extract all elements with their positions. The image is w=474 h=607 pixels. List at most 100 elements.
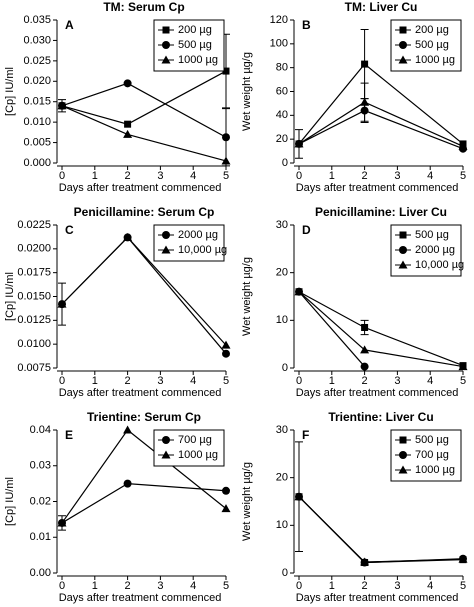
y-tick-label: 0.0125 [17, 314, 51, 326]
legend-marker [162, 26, 170, 34]
data-point [221, 156, 231, 165]
x-tick-label: 1 [92, 375, 98, 387]
data-point [360, 97, 370, 106]
legend-box [153, 224, 225, 262]
series-line [298, 291, 366, 367]
legend-marker [161, 245, 171, 254]
data-point [294, 287, 304, 296]
series-line [298, 291, 464, 367]
legend-marker [398, 260, 408, 269]
legend-marker [161, 450, 171, 459]
y-tick-label: 20 [276, 133, 288, 145]
x-tick-label: 1 [92, 580, 98, 592]
legend-marker [399, 451, 407, 459]
data-point [361, 60, 369, 68]
x-tick-label: 1 [329, 375, 335, 387]
legend-label: 500 µg [178, 39, 212, 51]
y-tick-label: 20 [276, 267, 288, 279]
panel-label: B [302, 18, 311, 32]
y-tick-label: 0.025 [23, 55, 51, 67]
x-tick-label: 1 [329, 170, 335, 182]
x-axis-label: Days after treatment commenced [59, 387, 222, 399]
chart-title: Penicillamine: Serum Cp [74, 205, 215, 219]
x-axis-label: Days after treatment commenced [296, 592, 459, 604]
y-tick-label: 60 [276, 85, 288, 97]
panel-label: F [302, 428, 309, 442]
legend-marker [399, 246, 407, 254]
data-point [57, 518, 67, 527]
data-point [458, 141, 468, 150]
x-tick-label: 4 [427, 580, 433, 592]
chart-title: Penicillamine: Liver Cu [315, 205, 447, 219]
data-point [57, 299, 67, 308]
panel-label: E [65, 428, 73, 442]
y-tick-label: 120 [270, 14, 288, 26]
panel-label: C [65, 223, 74, 237]
chart-title: TM: Serum Cp [103, 0, 184, 14]
x-tick-label: 3 [394, 170, 400, 182]
data-point [222, 486, 230, 495]
data-point [222, 133, 230, 142]
chart-title: TM: Liver Cu [345, 0, 418, 14]
x-axis-label: Days after treatment commenced [296, 387, 459, 399]
x-tick-label: 0 [296, 580, 302, 592]
y-tick-label: 0.000 [23, 157, 51, 169]
legend-label: 500 µg [415, 434, 449, 446]
y-tick-label: 0 [282, 157, 288, 169]
x-tick-label: 2 [362, 580, 368, 592]
data-point [123, 425, 133, 434]
y-tick-label: 0.015 [23, 96, 51, 108]
legend-label: 500 µg [415, 39, 449, 51]
x-tick-label: 0 [296, 170, 302, 182]
y-tick-label: 0.0150 [17, 290, 51, 302]
y-axis-label: [Cp] IU/ml [4, 477, 16, 526]
x-tick-label: 2 [125, 580, 131, 592]
y-tick-label: 0 [282, 362, 288, 374]
y-tick-label: 0.0175 [17, 267, 51, 279]
x-axis-label: Days after treatment commenced [59, 182, 222, 194]
y-tick-label: 30 [276, 219, 288, 231]
legend-marker [162, 231, 170, 239]
y-tick-label: 0.00 [30, 567, 51, 579]
data-point [221, 504, 231, 513]
x-tick-label: 1 [329, 580, 335, 592]
x-tick-label: 5 [460, 170, 466, 182]
x-tick-label: 2 [362, 375, 368, 387]
y-tick-label: 0 [282, 567, 288, 579]
legend-label: 2000 µg [178, 229, 218, 241]
x-tick-label: 1 [92, 170, 98, 182]
data-point [360, 557, 370, 566]
data-point [222, 349, 230, 358]
data-point [294, 492, 304, 501]
legend-label: 1000 µg [178, 54, 218, 66]
y-tick-label: 0.0075 [17, 362, 51, 374]
y-tick-label: 0.010 [23, 116, 51, 128]
panel-label: D [302, 223, 311, 237]
y-tick-label: 0.02 [30, 495, 51, 507]
y-axis-label: Wet weight µg/g [241, 257, 253, 336]
data-point [221, 340, 231, 349]
y-tick-label: 10 [276, 314, 288, 326]
y-axis-label: Wet weight µg/g [241, 462, 253, 541]
legend-marker [398, 55, 408, 64]
legend-marker [399, 41, 407, 49]
series-line [298, 496, 464, 564]
y-tick-label: 20 [276, 472, 288, 484]
data-point [124, 120, 132, 128]
x-tick-label: 5 [223, 375, 229, 387]
series-line [61, 82, 227, 138]
series-line [298, 109, 464, 150]
x-tick-label: 0 [59, 580, 65, 592]
y-tick-label: 80 [276, 62, 288, 74]
legend-marker [399, 231, 407, 239]
legend-marker [399, 26, 407, 34]
legend-label: 10,000 µg [178, 244, 227, 256]
series-line [298, 496, 464, 563]
x-tick-label: 3 [394, 375, 400, 387]
legend-marker [162, 41, 170, 49]
x-tick-label: 4 [190, 375, 196, 387]
x-tick-label: 3 [394, 580, 400, 592]
data-point [294, 139, 304, 148]
x-tick-label: 3 [157, 170, 163, 182]
